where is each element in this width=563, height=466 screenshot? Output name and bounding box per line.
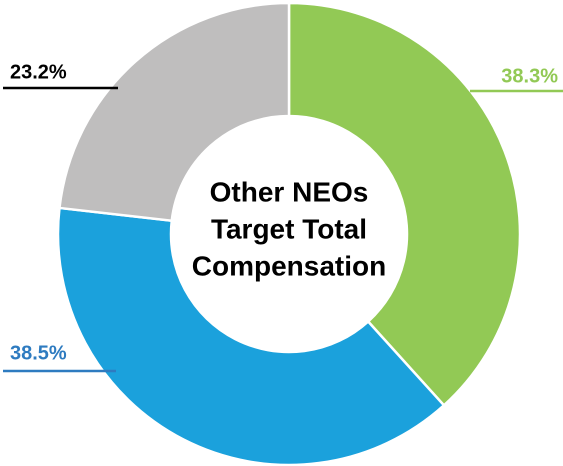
donut-slice [58,1,291,223]
donut-slice [287,1,522,408]
value-label: 38.3% [501,65,558,87]
donut-slice [56,206,446,466]
center-text: Compensation [192,250,386,281]
center-text: Target Total [211,213,367,244]
value-label: 38.5% [10,342,67,364]
value-label: 23.2% [10,61,67,83]
center-text: Other NEOs [210,176,369,207]
